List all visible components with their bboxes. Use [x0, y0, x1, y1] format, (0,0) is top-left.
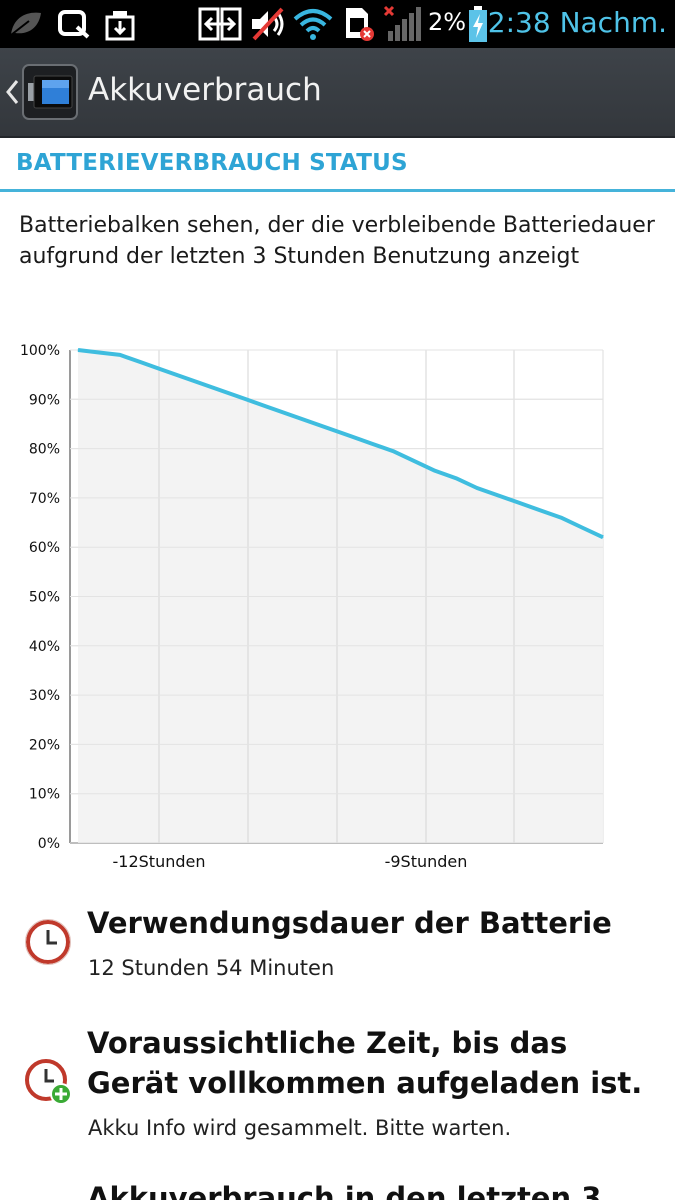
y-tick-label: 30% — [29, 688, 60, 704]
data-point — [77, 349, 79, 351]
charge-title: Voraussichtliche Zeit, bis das Gerät vol… — [87, 1026, 643, 1100]
data-point — [497, 494, 499, 496]
clock-add-icon — [24, 1058, 74, 1108]
data-point — [98, 351, 100, 353]
data-point — [455, 477, 457, 479]
download-icon — [102, 6, 138, 42]
data-point — [413, 460, 415, 462]
data-point — [140, 361, 142, 363]
y-tick-label: 50% — [29, 590, 60, 606]
data-point — [518, 502, 520, 504]
data-point — [434, 470, 436, 472]
wifi-icon — [292, 6, 334, 42]
data-point — [392, 450, 394, 452]
page-title: Akkuverbrauch — [88, 72, 322, 108]
screen-switch-icon — [198, 6, 242, 42]
status-bar: 2% 2:38 Nachm. — [0, 0, 675, 48]
data-point — [371, 443, 373, 445]
action-bar: Akkuverbrauch — [0, 48, 675, 138]
y-tick-label: 100% — [20, 343, 60, 359]
battery-charging-icon — [466, 6, 490, 42]
leaf-icon — [6, 6, 46, 42]
data-point — [581, 526, 583, 528]
section-divider — [0, 189, 675, 192]
sim-error-icon — [340, 6, 376, 42]
data-point — [350, 435, 352, 437]
data-point — [329, 428, 331, 430]
y-tick-label: 70% — [29, 491, 60, 507]
data-point — [539, 509, 541, 511]
volume-muted-icon — [248, 6, 288, 42]
y-tick-label: 80% — [29, 442, 60, 458]
data-point — [308, 420, 310, 422]
clock: 2:38 Nachm. — [487, 6, 667, 39]
y-tick-label: 10% — [29, 787, 60, 803]
data-point — [203, 384, 205, 386]
y-tick-label: 40% — [29, 639, 60, 655]
data-point — [182, 376, 184, 378]
usage-title: Verwendungsdauer der Batterie — [87, 906, 612, 940]
data-point — [560, 517, 562, 519]
x-tick-label: -12Stunden — [113, 852, 206, 871]
data-point — [119, 354, 121, 356]
charge-value: Akku Info wird gesammelt. Bitte warten. — [88, 1116, 512, 1140]
back-button[interactable] — [4, 78, 20, 106]
y-tick-label: 0% — [38, 836, 60, 852]
y-tick-label: 20% — [29, 737, 60, 753]
data-point — [245, 398, 247, 400]
battery-percent: 2% — [428, 8, 467, 36]
battery-chart-svg: 100% 90% 80% 70% 60% 50% 40% 30% 20% 10% 0% -12Stun… — [20, 343, 604, 871]
data-point — [161, 369, 163, 371]
description-text: Batteriebalken sehen, der die verbleiben… — [19, 213, 655, 269]
chevron-left-icon — [6, 80, 19, 104]
x-tick-label: -9Stunden — [385, 852, 468, 871]
signal-none-icon — [382, 5, 422, 42]
y-tick-label: 90% — [29, 392, 60, 408]
battery-chart: 100% 90% 80% 70% 60% 50% 40% 30% 20% 10% 0% -12Stun… — [0, 330, 675, 880]
last-hours-title: Akkuverbrauch in den letzten 3 — [87, 1181, 602, 1200]
battery-app-icon[interactable] — [22, 64, 78, 120]
section-header: BATTERIEVERBRAUCH STATUS — [16, 150, 408, 176]
data-point — [476, 487, 478, 489]
series-line — [77, 348, 604, 540]
search-app-icon — [56, 6, 92, 42]
data-point — [287, 413, 289, 415]
usage-value: 12 Stunden 54 Minuten — [88, 956, 335, 980]
y-tick-label: 60% — [29, 540, 60, 556]
data-point — [266, 406, 268, 408]
clock-icon — [24, 918, 74, 968]
data-point — [224, 391, 226, 393]
data-point — [602, 536, 604, 538]
